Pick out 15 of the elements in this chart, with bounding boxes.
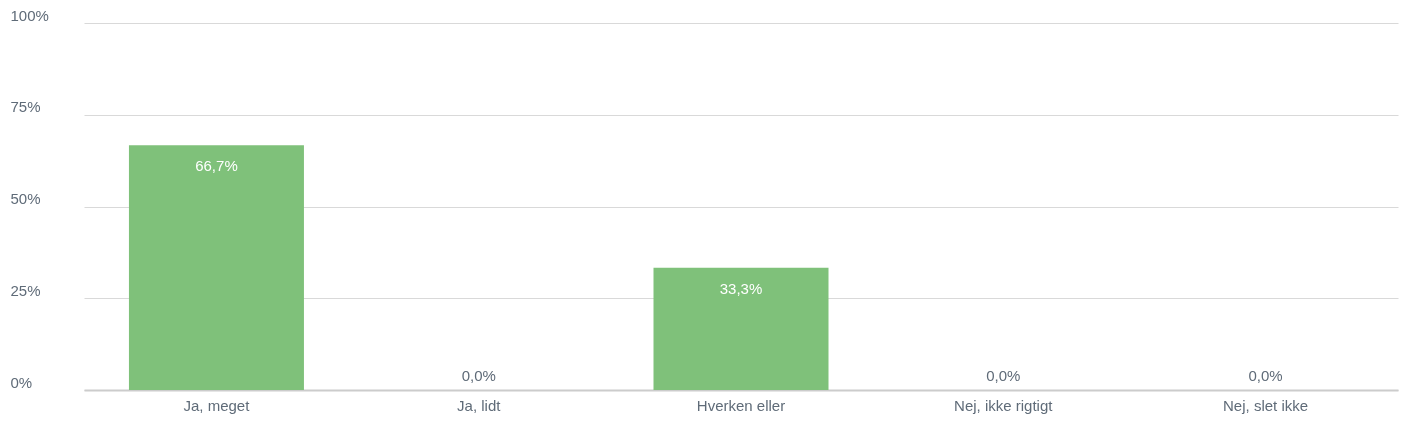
data-label: 0,0% (986, 367, 1021, 384)
x-tick-label: Ja, lidt (457, 396, 502, 414)
data-label: 0,0% (1248, 367, 1283, 384)
x-tick-label: Nej, slet ikke (1223, 396, 1309, 414)
x-tick-label: Ja, meget (183, 396, 251, 414)
y-tick-label: 100% (10, 6, 49, 24)
y-tick-label: 25% (10, 281, 41, 299)
x-tick-label: Nej, ikke rigtigt (954, 396, 1054, 414)
y-tick-label: 50% (10, 190, 41, 207)
data-label: 33,3% (719, 279, 763, 297)
data-label: 0,0% (461, 367, 496, 384)
x-tick-label: Hverken eller (696, 396, 786, 414)
y-tick-label: 75% (10, 98, 41, 116)
y-tick-label: 0% (10, 373, 33, 391)
data-label: 66,7% (195, 157, 238, 175)
